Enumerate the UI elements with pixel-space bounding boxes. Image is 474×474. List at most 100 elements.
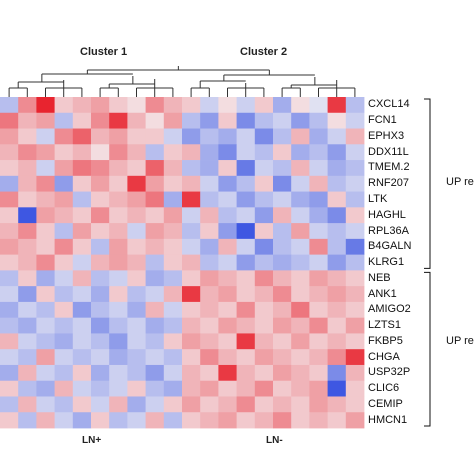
heatmap-cell: [327, 128, 347, 145]
heatmap-cell: [109, 333, 128, 350]
heatmap-cell: [72, 301, 92, 319]
heatmap-cell: [327, 223, 347, 240]
heatmap-cell: [200, 175, 219, 192]
heatmap-cell: [218, 207, 237, 224]
heatmap-cell: [273, 254, 292, 271]
heatmap-cell: [345, 191, 365, 208]
heatmap-cell: [218, 270, 237, 287]
heatmap-cell: [254, 364, 274, 382]
heatmap-cell: [91, 160, 110, 177]
heatmap-cell: [145, 317, 165, 334]
heatmap-cell: [163, 254, 183, 271]
row-label: EPHX3: [368, 129, 405, 142]
heatmap-cell: [18, 270, 37, 287]
heatmap-cell: [218, 238, 237, 256]
heatmap-cell: [109, 223, 128, 240]
heatmap-cell: [236, 160, 256, 177]
heatmap-cell: [54, 349, 74, 366]
heatmap-cell: [163, 238, 183, 256]
heatmap-cell: [291, 223, 310, 240]
heatmap-cell: [309, 128, 328, 145]
heatmap-cell: [345, 286, 365, 303]
heatmap-cell: [163, 112, 183, 129]
row-label: ANK1: [368, 287, 397, 300]
heatmap-cell: [163, 207, 183, 224]
heatmap-cell: [127, 112, 146, 129]
heatmap-cell: [182, 254, 201, 271]
heatmap-cell: [254, 223, 274, 240]
heatmap-cell: [109, 97, 128, 114]
heatmap-cell: [72, 97, 92, 114]
heatmap-cell: [145, 112, 165, 129]
heatmap-cell: [218, 396, 237, 413]
heatmap-cell: [218, 317, 237, 334]
heatmap-cell: [218, 380, 237, 397]
heatmap-cell: [273, 112, 292, 129]
heatmap-cell: [91, 317, 110, 334]
heatmap-cell: [36, 97, 55, 114]
heatmap-cell: [309, 301, 328, 319]
heatmap-cell: [145, 238, 165, 256]
heatmap-cell: [200, 286, 219, 303]
heatmap-cell: [182, 223, 201, 240]
heatmap-cell: [109, 144, 128, 161]
heatmap-cell: [127, 160, 146, 177]
heatmap-cell: [36, 112, 55, 129]
column-group-ln-plus: LN+: [82, 435, 102, 446]
heatmap-cell: [309, 317, 328, 334]
heatmap-cell: [36, 333, 55, 350]
group-brackets: [424, 98, 431, 427]
heatmap-cell: [273, 175, 292, 192]
row-label: NEB: [368, 271, 391, 284]
heatmap-cell: [91, 349, 110, 366]
heatmap-cell: [0, 160, 19, 177]
heatmap-cell: [72, 112, 92, 129]
heatmap-cell: [182, 270, 201, 287]
heatmap-cell: [91, 97, 110, 114]
heatmap-cell: [36, 144, 55, 161]
heatmap-cell: [327, 254, 347, 271]
heatmap-cell: [36, 364, 55, 382]
heatmap-cell: [218, 301, 237, 319]
heatmap-cell: [327, 317, 347, 334]
heatmap-cell: [236, 333, 256, 350]
heatmap-cell: [254, 128, 274, 145]
heatmap-cell: [127, 191, 146, 208]
heatmap-cell: [54, 223, 74, 240]
row-label: RPL36A: [368, 224, 409, 237]
heatmap-cell: [163, 364, 183, 382]
heatmap-cell: [72, 144, 92, 161]
heatmap-cell: [127, 238, 146, 256]
heatmap-cell: [291, 254, 310, 271]
heatmap-cell: [145, 333, 165, 350]
heatmap-cell: [72, 175, 92, 192]
heatmap-cell: [254, 396, 274, 413]
heatmap-cell: [36, 286, 55, 303]
heatmap-cell: [109, 412, 128, 429]
heatmap-cell: [145, 349, 165, 366]
heatmap-cell: [236, 254, 256, 271]
heatmap-cell: [236, 97, 256, 114]
heatmap-cell: [309, 380, 328, 397]
heatmap-cell: [236, 396, 256, 413]
heatmap-cell: [236, 286, 256, 303]
heatmap-cell: [163, 270, 183, 287]
heatmap-cell: [18, 128, 37, 145]
heatmap-cell: [309, 175, 328, 192]
heatmap-cell: [0, 175, 19, 192]
heatmap-cell: [291, 270, 310, 287]
heatmap-cell: [200, 254, 219, 271]
heatmap-cell: [145, 380, 165, 397]
heatmap-cell: [145, 223, 165, 240]
heatmap-cell: [327, 112, 347, 129]
heatmap-cell: [345, 238, 365, 256]
heatmap-cell: [145, 144, 165, 161]
heatmap-cell: [254, 270, 274, 287]
heatmap-cell: [200, 270, 219, 287]
heatmap-cell: [254, 175, 274, 192]
heatmap-cell: [182, 144, 201, 161]
heatmap-cell: [345, 128, 365, 145]
heatmap-cell: [0, 364, 19, 382]
heatmap-cell: [254, 238, 274, 256]
heatmap-cell: [36, 128, 55, 145]
